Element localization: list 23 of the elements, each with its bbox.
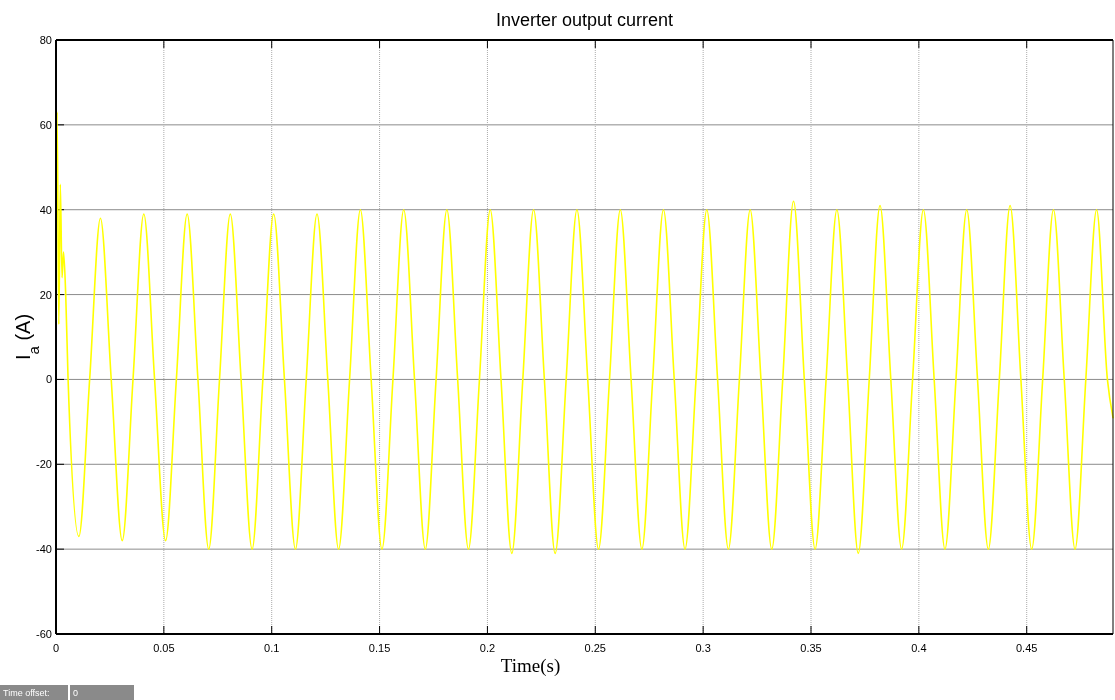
text: Time offset: <box>3 688 50 698</box>
x-tick-label: 0.4 <box>911 642 927 654</box>
x-tick-label: 0.05 <box>153 642 175 654</box>
y-tick-label: 40 <box>39 203 52 216</box>
y-tick-label: 0 <box>45 373 52 386</box>
y-tick-label: -20 <box>36 458 52 471</box>
x-tick-label: 0.15 <box>368 642 391 654</box>
x-tick-label: 0.25 <box>584 642 606 654</box>
x-axis-title: Time(s) <box>500 655 561 677</box>
x-tick-label: 0.1 <box>264 642 280 654</box>
y-tick-label: -40 <box>36 543 52 556</box>
text-field: 0 <box>70 685 134 700</box>
x-tick-label: 0.2 <box>479 642 496 654</box>
chart-title: Inverter output current <box>495 10 674 30</box>
y-tick-label: -60 <box>36 628 52 640</box>
y-tick-label: 20 <box>39 288 52 301</box>
x-tick-label: 0.45 <box>1016 642 1038 654</box>
line-series <box>55 111 1114 555</box>
x-tick-label: 0.3 <box>695 642 711 654</box>
x-tick-label: 0 <box>52 642 60 654</box>
x-tick-label: 0.35 <box>800 642 822 654</box>
y-tick-label: 60 <box>39 118 52 131</box>
y-tick-label: 80 <box>39 34 52 46</box>
